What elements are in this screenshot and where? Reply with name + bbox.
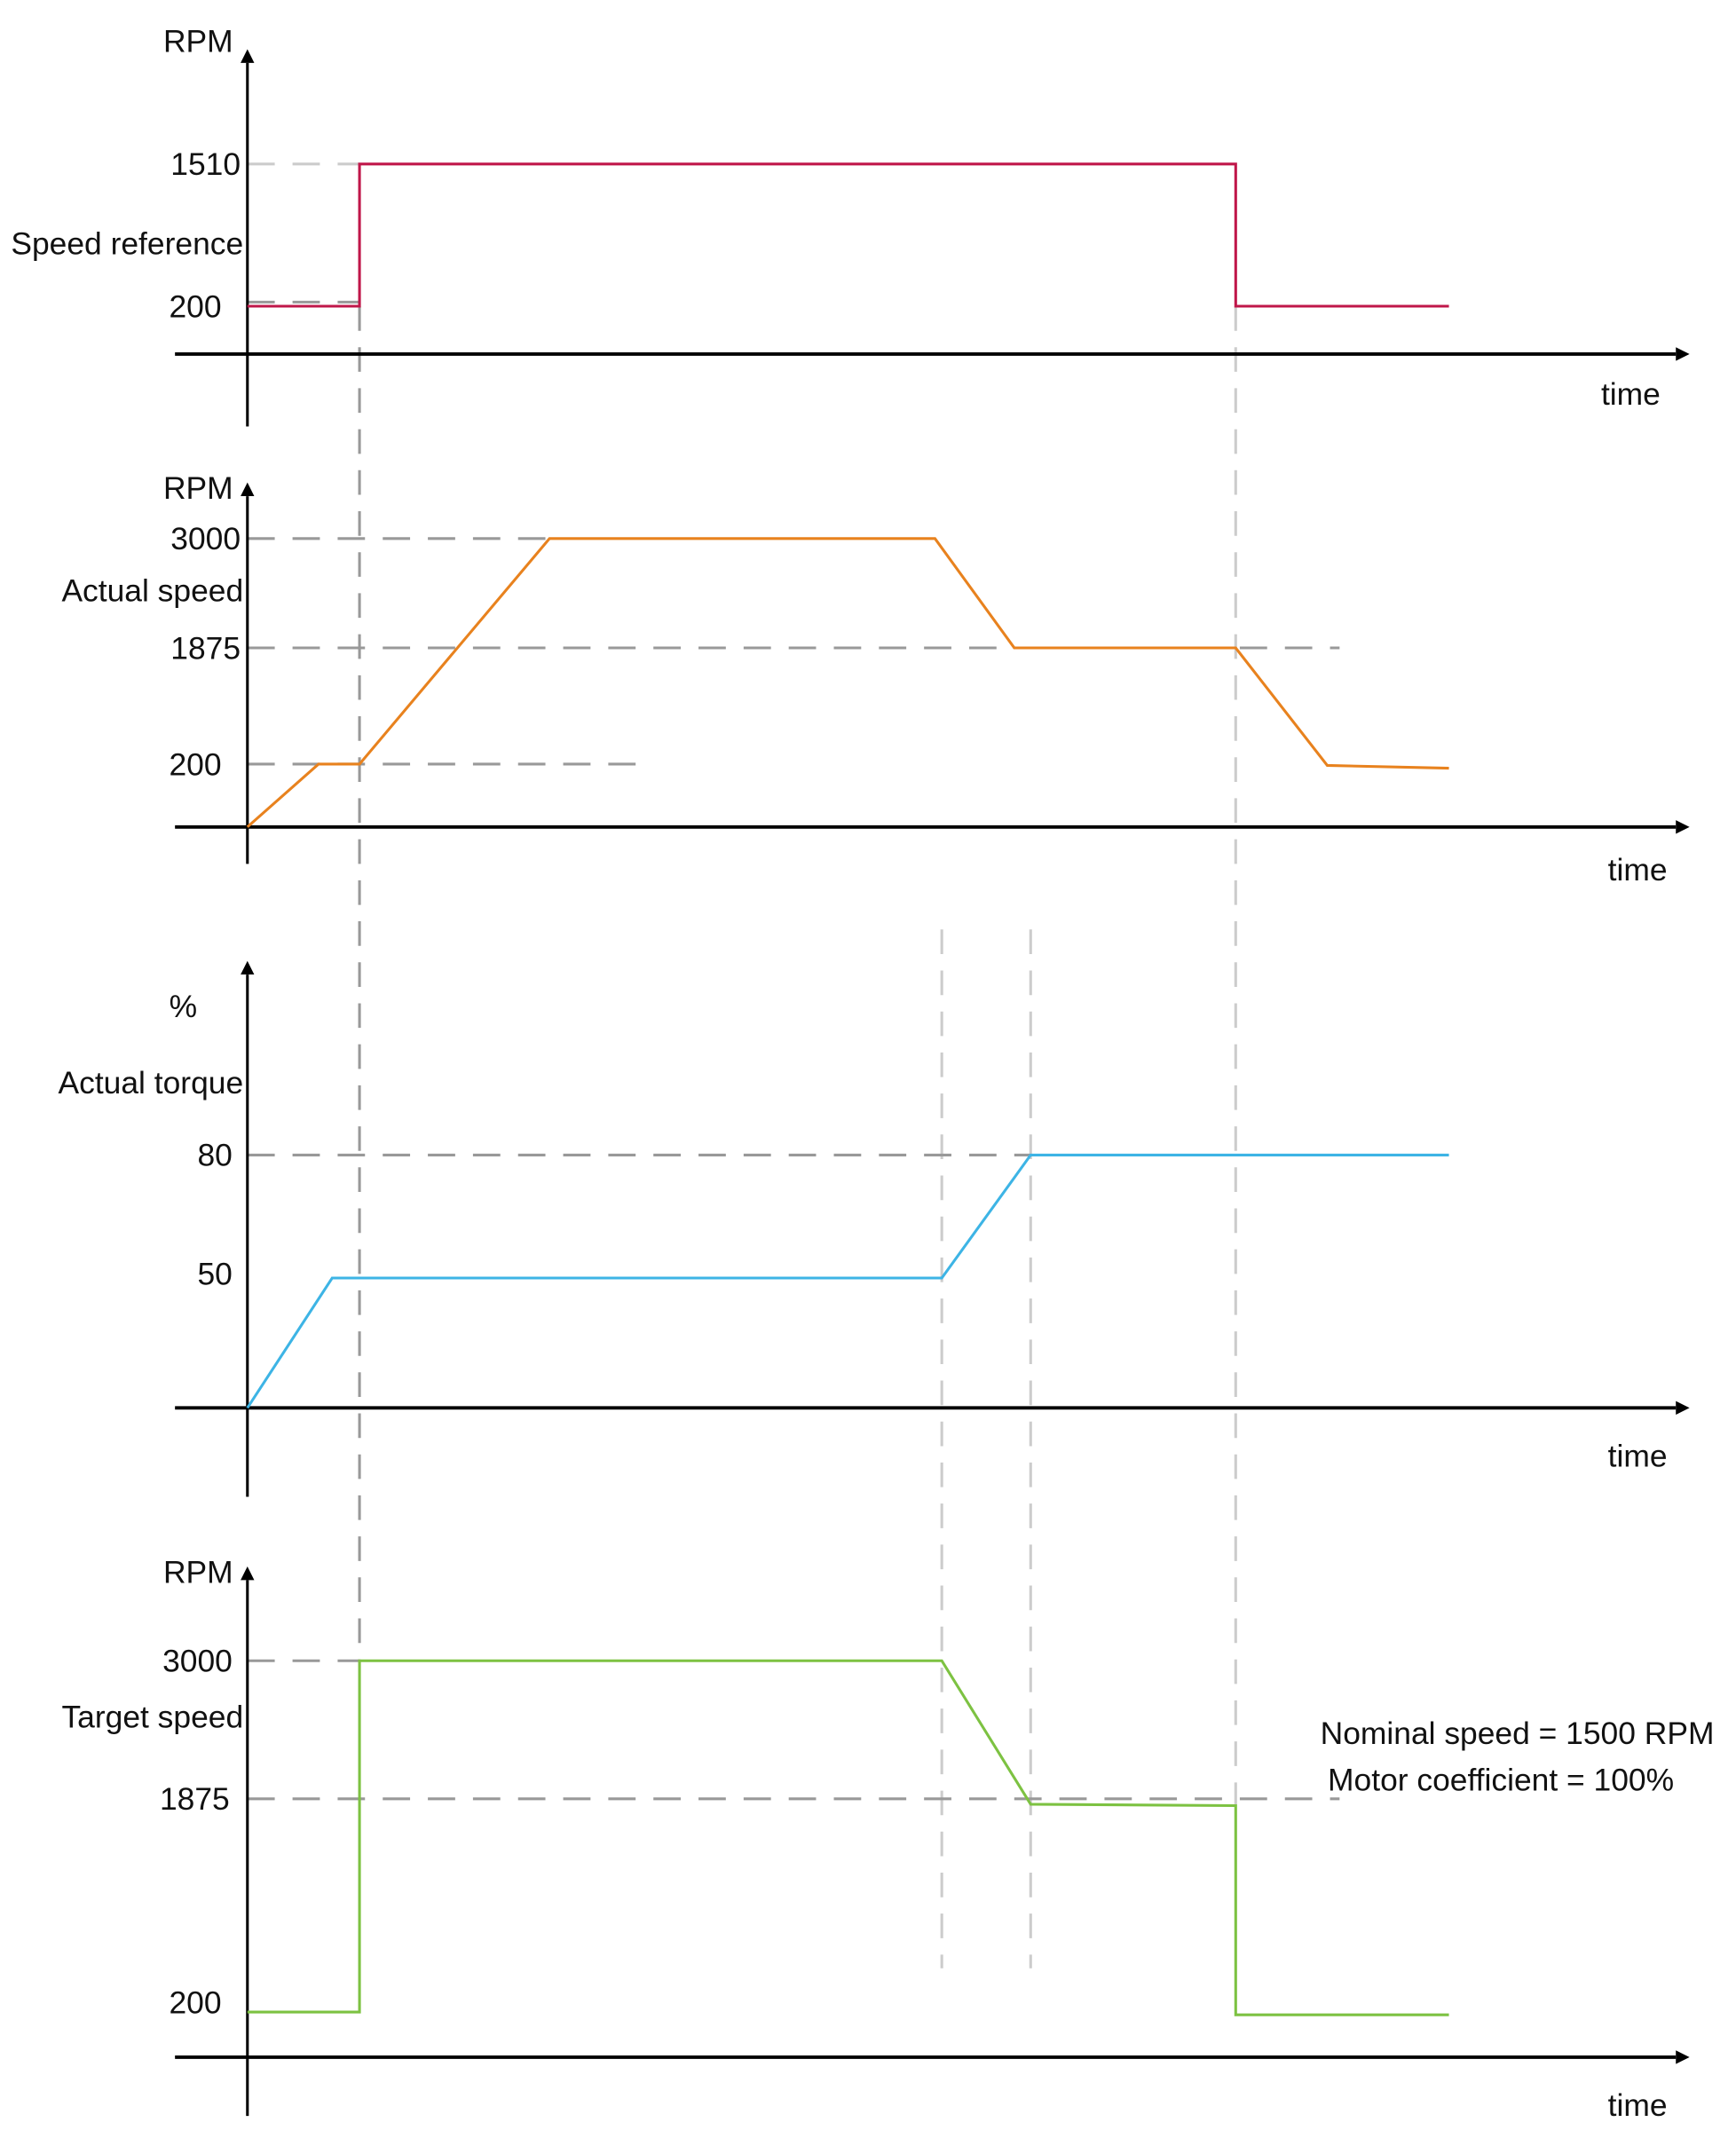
guide-lines bbox=[358, 305, 1237, 1968]
tick-label: 3000 bbox=[170, 521, 241, 556]
tick-label: 200 bbox=[169, 288, 221, 324]
series-line bbox=[246, 1153, 1449, 1409]
series-label: Speed reference bbox=[11, 225, 243, 261]
x-axis-label: time bbox=[1608, 852, 1668, 888]
tick-label: 200 bbox=[169, 746, 221, 782]
series-label: Actual torque bbox=[59, 1065, 244, 1101]
note-motor-coefficient: Motor coefficient = 100% bbox=[1328, 1763, 1674, 1798]
tick-label: 50 bbox=[197, 1257, 232, 1292]
panel-4: RPM Target speed time 3000 1875 200 bbox=[61, 1554, 1690, 2123]
tick-label: 1510 bbox=[170, 146, 241, 182]
tick-label: 80 bbox=[197, 1138, 232, 1173]
y-unit-label: RPM bbox=[163, 1554, 233, 1590]
panel-1: RPM Speed reference time 1510 200 bbox=[11, 24, 1690, 427]
tick-label: 1875 bbox=[160, 1781, 230, 1817]
x-axis-label: time bbox=[1608, 1439, 1668, 1474]
x-axis-label: time bbox=[1601, 376, 1661, 412]
x-axis-label: time bbox=[1608, 2087, 1668, 2123]
series-label: Target speed bbox=[61, 1700, 243, 1735]
y-unit-label: RPM bbox=[163, 470, 233, 506]
panel-3: % Actual torque time 80 50 bbox=[59, 960, 1690, 1497]
series-label: Actual speed bbox=[61, 573, 243, 609]
series-line bbox=[246, 537, 1449, 828]
series-line bbox=[247, 162, 1449, 308]
tick-label: 1875 bbox=[170, 630, 241, 666]
panel-2: RPM Actual speed time 3000 1875 200 bbox=[61, 470, 1690, 888]
series-line bbox=[247, 1659, 1449, 2016]
tick-label: 3000 bbox=[162, 1644, 233, 1679]
y-unit-label: RPM bbox=[163, 24, 233, 59]
y-unit-label: % bbox=[170, 989, 197, 1024]
tick-label: 200 bbox=[169, 1985, 221, 2021]
note-nominal-speed: Nominal speed = 1500 RPM bbox=[1321, 1716, 1715, 1751]
